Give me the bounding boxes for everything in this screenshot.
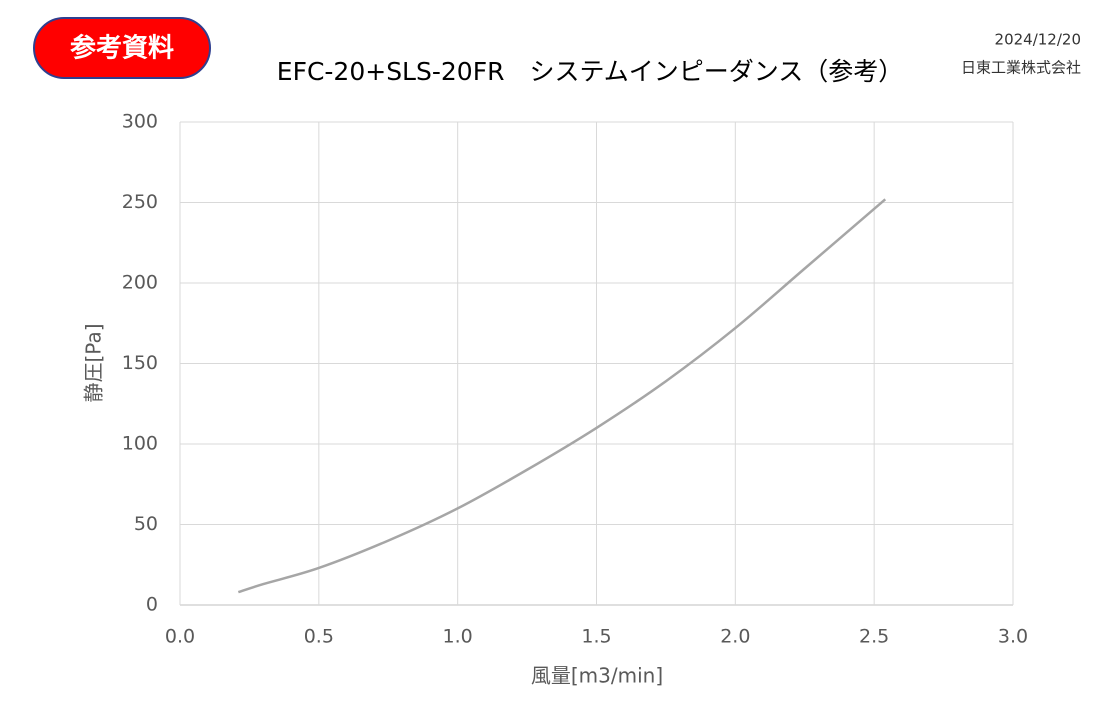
y-tick-label: 50 xyxy=(134,513,158,535)
y-axis-label: 静圧[Pa] xyxy=(82,323,106,402)
y-tick-label: 250 xyxy=(122,191,158,213)
y-tick-label: 100 xyxy=(122,433,158,455)
x-tick-label: 1.0 xyxy=(443,626,473,648)
y-tick-label: 150 xyxy=(122,352,158,374)
company: 日東工業株式会社 xyxy=(961,59,1081,77)
y-tick-label: 300 xyxy=(122,111,158,133)
x-tick-label: 1.5 xyxy=(581,626,611,648)
x-tick-label: 2.0 xyxy=(720,626,750,648)
chart-title: EFC-20+SLS-20FR システムインピーダンス（参考） xyxy=(277,57,903,86)
badge: 参考資料 xyxy=(70,33,174,64)
x-tick-label: 3.0 xyxy=(998,626,1028,648)
line xyxy=(237,198,887,594)
badge-shape xyxy=(33,17,211,79)
x-axis-label: 風量[m3/min] xyxy=(531,664,663,688)
x-tick-label: 2.5 xyxy=(859,626,889,648)
x-tick-label: 0.0 xyxy=(165,626,195,648)
y-tick-label: 200 xyxy=(122,272,158,294)
date: 2024/12/20 xyxy=(995,31,1081,49)
x-tick-label: 0.5 xyxy=(304,626,334,648)
y-tick-label: 0 xyxy=(146,594,158,616)
